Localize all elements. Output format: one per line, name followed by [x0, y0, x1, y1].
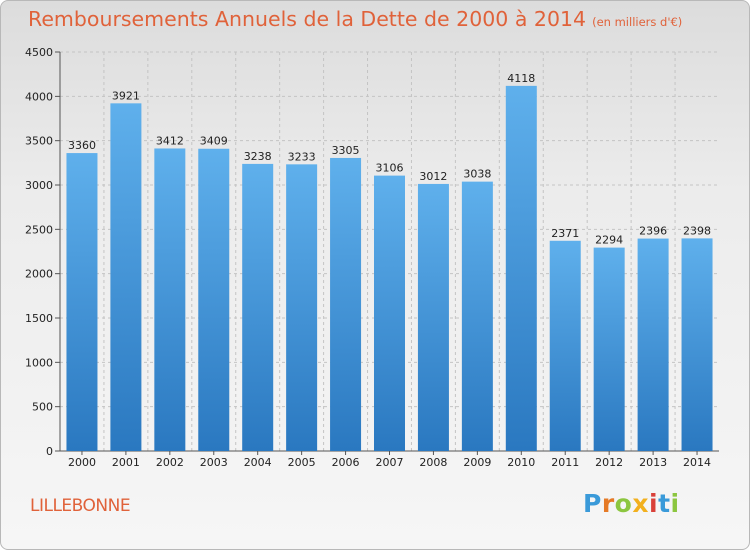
bar-2001	[110, 103, 142, 451]
logo-letter: r	[601, 489, 615, 518]
logo-letter: x	[632, 489, 649, 518]
x-tick-label-2003: 2003	[200, 456, 228, 469]
bar-2003	[198, 148, 230, 451]
x-tick-labels: 2000 2001 2002 2003 2004 2005 2006 2007 2008 2009…	[68, 456, 711, 469]
x-tick-label-2004: 2004	[244, 456, 272, 469]
bar-2010	[505, 85, 537, 451]
value-label-2010: 4118	[507, 72, 535, 85]
bar-2006	[330, 157, 362, 451]
value-label-2001: 3921	[112, 89, 140, 102]
y-tick-label: 4500	[25, 46, 53, 59]
y-tick-labels: 0 500 1000 1500 2000 2500 3000 3500 4000 4500	[25, 46, 53, 458]
logo-letter: P	[583, 489, 602, 518]
proxiti-logo: Proxiti	[583, 489, 680, 518]
bar-2011	[549, 240, 581, 451]
y-tick-label: 4000	[25, 90, 53, 103]
chart-title: Remboursements Annuels de la Dette de 20…	[28, 7, 683, 31]
value-labels: 3360 3921 3412 3409 3238 3233 3305 3106 3012 3038…	[68, 72, 711, 247]
y-tick-label: 2000	[25, 268, 53, 281]
commune-name: LILLEBONNE	[30, 496, 131, 516]
bar-2005	[286, 164, 318, 451]
logo-letter: o	[614, 489, 633, 518]
value-label-2007: 3106	[376, 162, 404, 175]
x-tick-label-2006: 2006	[332, 456, 360, 469]
y-tick-label: 1000	[25, 356, 53, 369]
bar-2009	[461, 181, 493, 451]
x-tick-label-2000: 2000	[68, 456, 96, 469]
value-label-2004: 3238	[244, 150, 272, 163]
logo-letter: t	[658, 489, 671, 518]
bar-2013	[637, 238, 669, 451]
value-label-2002: 3412	[156, 134, 184, 147]
y-tick-label: 500	[32, 401, 53, 414]
bar-2000	[66, 153, 98, 451]
x-tick-label-2010: 2010	[507, 456, 535, 469]
bars	[66, 85, 713, 452]
y-tick-label: 2500	[25, 223, 53, 236]
logo-letter: i	[649, 489, 659, 518]
x-tick-label-2007: 2007	[376, 456, 404, 469]
y-tick-label: 3000	[25, 179, 53, 192]
x-tick-label-2014: 2014	[683, 456, 711, 469]
y-tick-label: 0	[46, 445, 53, 458]
x-tick-label-2002: 2002	[156, 456, 184, 469]
x-tick-label-2011: 2011	[551, 456, 579, 469]
value-label-2014: 2398	[683, 224, 711, 237]
bar-2002	[154, 148, 186, 451]
y-tick-label: 3500	[25, 135, 53, 148]
value-label-2009: 3038	[463, 168, 491, 181]
value-label-2012: 2294	[595, 234, 623, 247]
value-label-2000: 3360	[68, 139, 96, 152]
y-tick-label: 1500	[25, 312, 53, 325]
value-label-2011: 2371	[551, 227, 579, 240]
bar-2008	[417, 183, 449, 451]
bar-2014	[681, 238, 713, 451]
value-label-2005: 3233	[288, 150, 316, 163]
x-tick-label-2012: 2012	[595, 456, 623, 469]
bar-2012	[593, 247, 625, 451]
bar-2004	[242, 163, 274, 451]
x-tick-label-2008: 2008	[419, 456, 447, 469]
x-tick-label-2001: 2001	[112, 456, 140, 469]
value-label-2013: 2396	[639, 225, 667, 238]
logo-letter: i	[670, 489, 680, 518]
value-label-2006: 3305	[332, 144, 360, 157]
x-tick-label-2005: 2005	[288, 456, 316, 469]
x-tick-label-2013: 2013	[639, 456, 667, 469]
chart-subtitle: (en milliers d'€)	[592, 15, 683, 29]
value-label-2008: 3012	[419, 170, 447, 183]
bar-2007	[374, 175, 405, 452]
value-label-2003: 3409	[200, 135, 228, 148]
x-tick-label-2009: 2009	[463, 456, 491, 469]
